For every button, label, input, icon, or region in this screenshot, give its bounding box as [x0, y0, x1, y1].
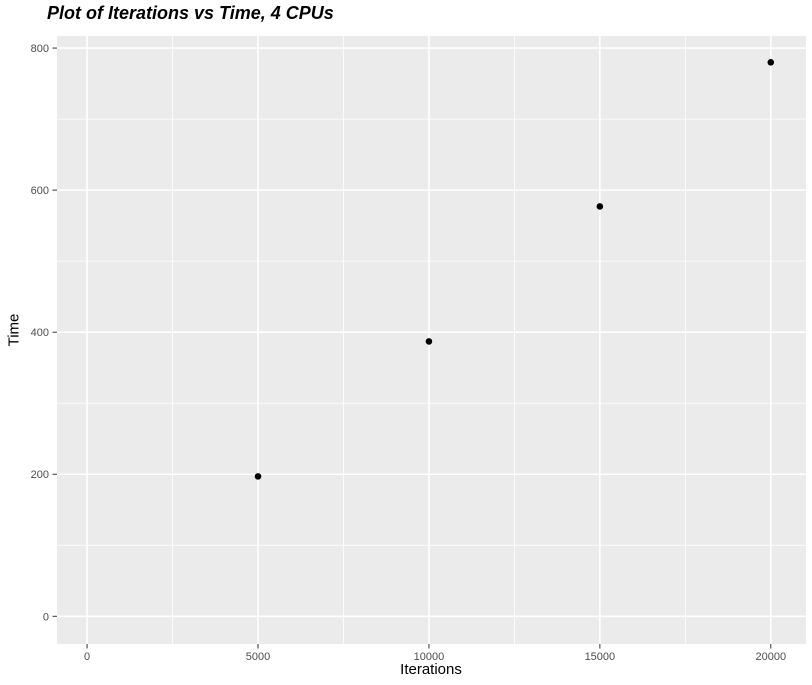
y-tick-label: 200 [31, 469, 49, 481]
data-point [596, 203, 604, 210]
y-tick-label: 400 [31, 327, 49, 339]
x-tick-label: 15000 [585, 651, 616, 663]
y-tick-label: 0 [43, 611, 49, 623]
chart-title: Plot of Iterations vs Time, 4 CPUs [47, 3, 334, 23]
x-tick-label: 10000 [414, 651, 445, 663]
x-axis-title: Iterations [400, 661, 462, 678]
data-point [767, 58, 775, 66]
y-tick-label: 600 [31, 185, 49, 197]
x-tick-label: 5000 [246, 651, 270, 663]
x-tick-label: 0 [84, 651, 90, 663]
data-point [254, 473, 262, 480]
data-point [425, 338, 433, 345]
y-tick-label: 800 [31, 43, 49, 55]
x-tick-label: 20000 [755, 651, 786, 663]
